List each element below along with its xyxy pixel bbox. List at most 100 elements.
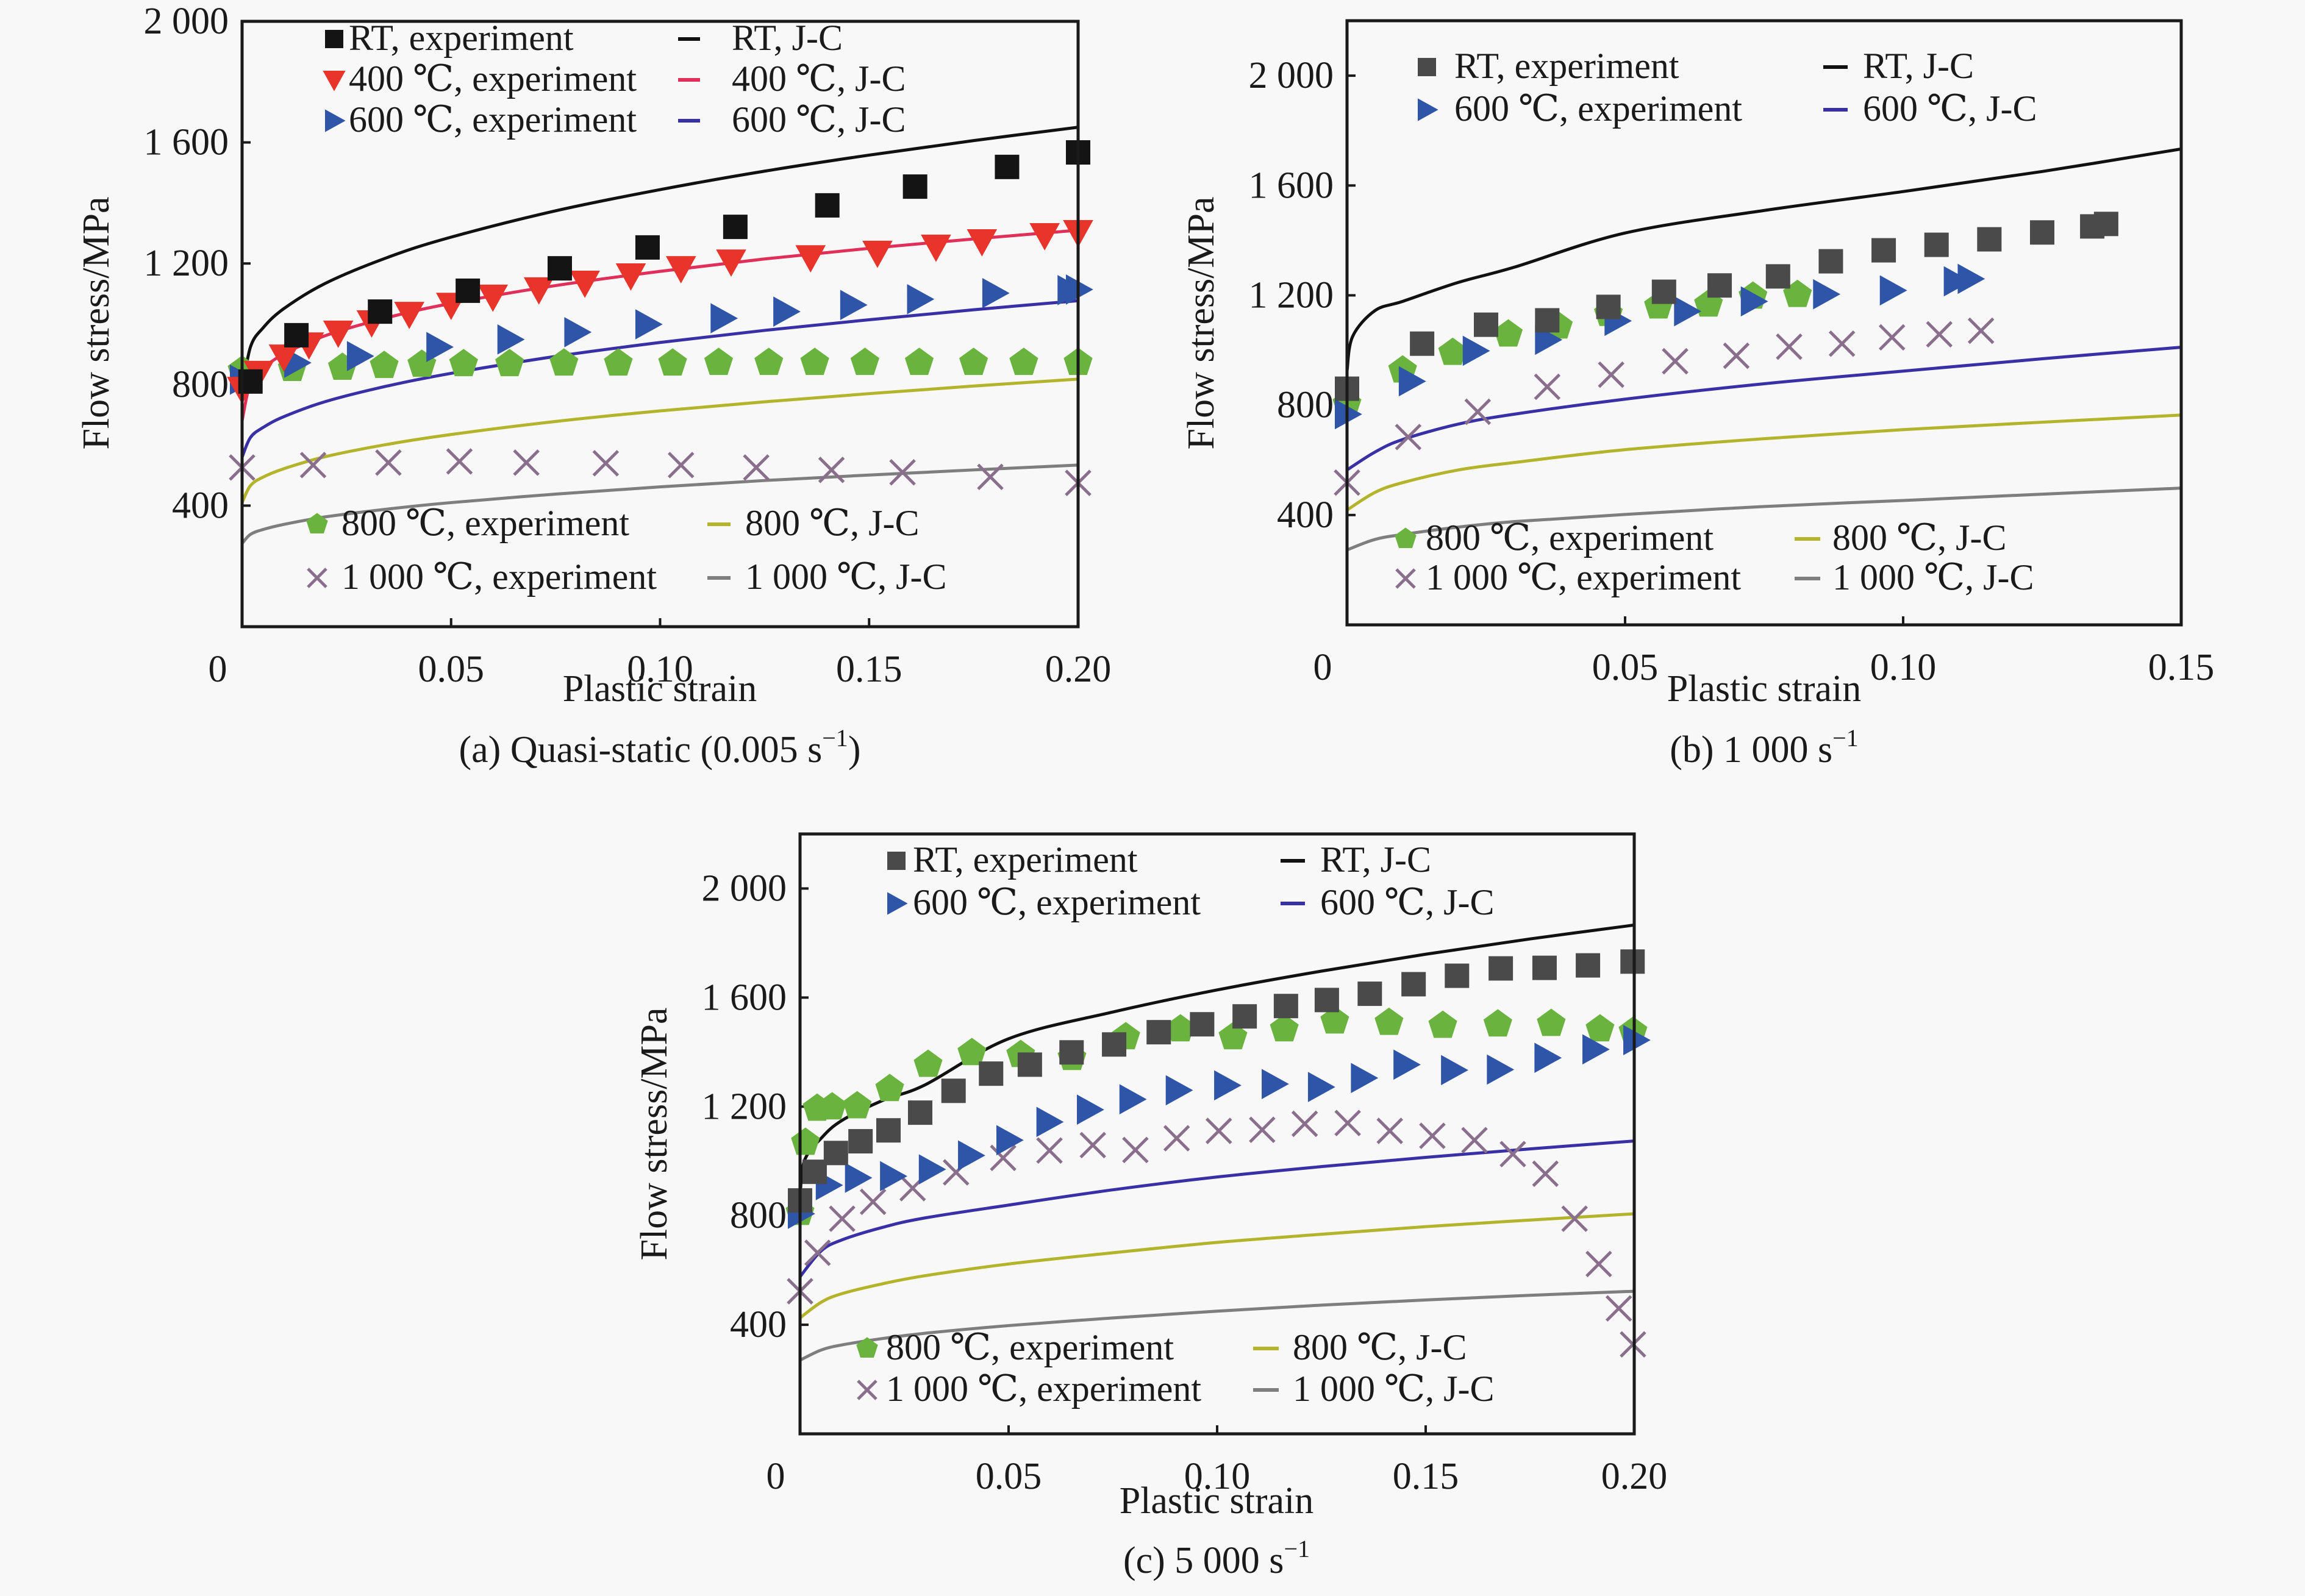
data-point	[1532, 1160, 1559, 1188]
data-point	[845, 1163, 873, 1193]
data-point	[1273, 994, 1298, 1019]
data-point	[773, 296, 801, 327]
series-t1000-exp	[787, 1110, 1646, 1358]
legend-label: 600 ℃, J-C	[1320, 882, 1494, 922]
legend-marker-square-icon	[325, 30, 343, 48]
data-point	[754, 347, 784, 376]
y-tick-label: 1 200	[1249, 274, 1334, 316]
data-point	[875, 1074, 904, 1102]
data-point	[843, 1091, 872, 1119]
plot-frame	[798, 832, 1636, 1436]
data-point	[859, 1188, 887, 1216]
data-point	[1674, 296, 1702, 327]
data-point	[941, 1078, 966, 1103]
data-point	[665, 256, 696, 283]
data-point	[394, 302, 424, 329]
legend-label: 600 ℃, experiment	[913, 882, 1201, 922]
data-point	[1357, 981, 1382, 1006]
data-point	[876, 1118, 901, 1143]
data-point	[818, 1092, 847, 1120]
data-point	[1561, 1205, 1588, 1232]
data-point	[921, 234, 951, 262]
data-point	[1488, 956, 1513, 981]
data-point	[547, 256, 572, 281]
data-point	[1605, 1295, 1632, 1322]
data-point	[979, 1061, 1004, 1086]
data-point	[1428, 1010, 1457, 1038]
y-axis-label: Flow stress/MPa	[76, 196, 117, 449]
data-point	[1165, 1075, 1193, 1106]
data-point	[1307, 1072, 1335, 1102]
data-point	[967, 229, 998, 257]
data-point	[1596, 294, 1621, 319]
data-point	[1783, 279, 1812, 307]
x-tick-label: 0.15	[836, 649, 902, 690]
data-point	[426, 332, 454, 363]
data-point	[1483, 1009, 1512, 1037]
data-point	[1218, 1022, 1248, 1050]
plot-area	[800, 923, 1634, 1362]
y-tick-label: 800	[172, 364, 229, 405]
data-point	[959, 347, 988, 376]
x-tick-label: 0	[209, 649, 227, 690]
data-point	[446, 448, 473, 475]
series-rt-exp	[788, 949, 1645, 1213]
x-tick-label: 0.15	[1393, 1456, 1459, 1497]
data-point	[1926, 321, 1953, 348]
legend-label: 1 000 ℃, J-C	[745, 557, 946, 597]
x-tick-label: 0.20	[1601, 1456, 1668, 1497]
data-point	[1776, 333, 1803, 360]
data-point	[1376, 1117, 1403, 1144]
data-point	[1871, 238, 1896, 263]
data-point	[1462, 335, 1490, 366]
y-tick-label: 800	[1277, 385, 1334, 426]
data-point	[1943, 266, 1971, 297]
legend-bottom: 800 ℃, experiment 800 ℃, J-C 1 000 ℃, expe…	[306, 503, 946, 597]
data-point	[1445, 963, 1470, 988]
data-point	[370, 351, 399, 379]
legend-label: RT, J-C	[1320, 839, 1431, 880]
data-point	[823, 1141, 848, 1166]
data-point	[1534, 373, 1561, 401]
caption-text: (c) 5 000 s	[1123, 1540, 1284, 1581]
x-axis-label: Plastic strain	[1120, 1480, 1314, 1522]
data-point	[1232, 1004, 1257, 1029]
data-point	[1598, 361, 1624, 388]
data-point	[918, 1154, 946, 1185]
data-point	[889, 459, 916, 486]
data-point	[1410, 331, 1435, 356]
data-point	[375, 449, 402, 476]
legend-label: 1 000 ℃, J-C	[1293, 1369, 1494, 1409]
legend-label: 800 ℃, J-C	[1293, 1327, 1467, 1367]
data-point	[346, 341, 374, 371]
data-point	[1813, 279, 1841, 310]
data-point	[1270, 1014, 1299, 1042]
data-point	[323, 320, 354, 348]
data-point	[658, 348, 687, 376]
series-t800-exp	[227, 347, 1093, 383]
x-tick-label: 0.05	[418, 649, 485, 690]
data-point	[791, 1127, 820, 1155]
data-point	[564, 317, 592, 347]
data-point	[958, 1140, 985, 1171]
caption-text: (a) Quasi-static (0.005 s	[459, 729, 823, 771]
data-point	[977, 463, 1004, 490]
series-t400-exp	[227, 220, 1093, 405]
data-point	[1401, 972, 1426, 997]
data-point	[1102, 1032, 1127, 1057]
data-point	[802, 1160, 827, 1185]
series-t1000-exp	[1334, 317, 1995, 496]
legend-label: RT, experiment	[1454, 46, 1679, 86]
plot-frame	[1345, 19, 2183, 627]
data-point	[368, 299, 393, 324]
caption-superscript: −1	[1284, 1535, 1310, 1562]
data-point	[1059, 1040, 1084, 1065]
legend-label: RT, experiment	[913, 839, 1138, 880]
data-point	[495, 349, 524, 377]
y-tick-label: 2 000	[144, 1, 229, 42]
data-point	[1119, 1084, 1147, 1114]
data-point	[1036, 1106, 1064, 1138]
caption-end: )	[848, 729, 861, 771]
data-point	[1163, 1125, 1190, 1152]
